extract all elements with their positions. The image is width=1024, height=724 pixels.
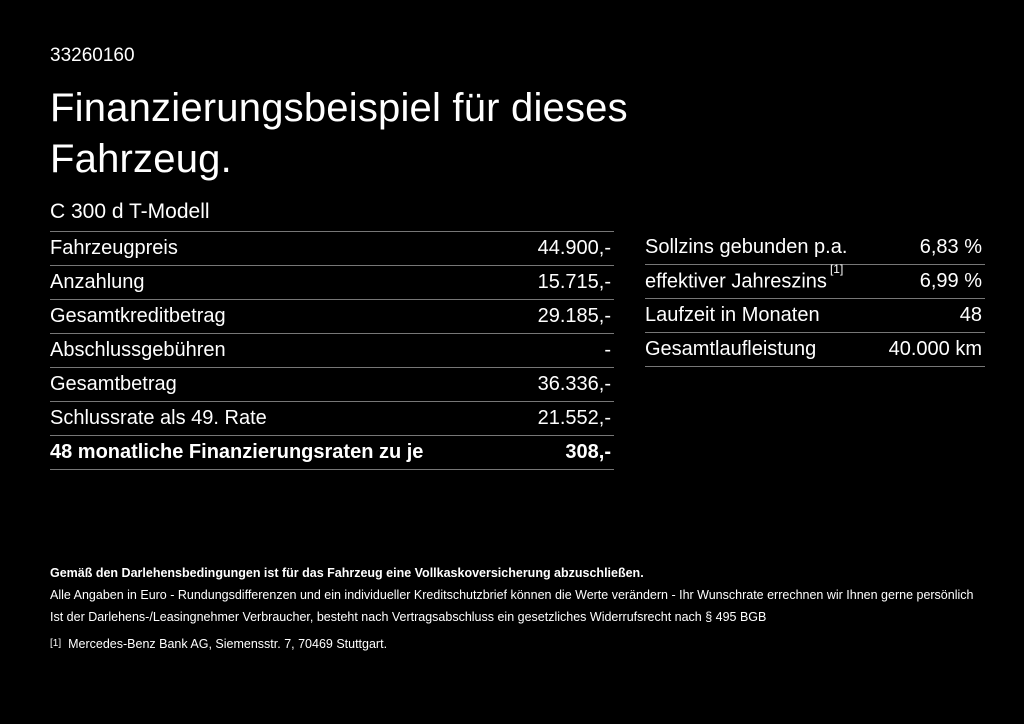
- table-row: effektiver Jahreszins[1] 6,99 %: [645, 262, 985, 299]
- table-row-monthly-rate: 48 monatliche Finanzierungsraten zu je 3…: [50, 436, 614, 470]
- table-row: Gesamtkreditbetrag 29.185,-: [50, 300, 614, 334]
- insurance-note: Gemäß den Darlehensbedingungen ist für d…: [50, 566, 644, 580]
- row-value: 308,-: [565, 441, 611, 463]
- page-title: Finanzierungsbeispiel für dieses Fahrzeu…: [50, 86, 628, 181]
- row-value: 29.185,-: [537, 305, 611, 327]
- row-label: Laufzeit in Monaten: [645, 304, 820, 326]
- row-value: 36.336,-: [537, 373, 611, 395]
- footnote-marker: [1]: [50, 638, 62, 649]
- row-label: Schlussrate als 49. Rate: [50, 407, 267, 429]
- row-value: 6,83 %: [919, 236, 982, 258]
- row-label: effektiver Jahreszins[1]: [645, 262, 844, 293]
- row-label: Abschlussgebühren: [50, 339, 226, 361]
- row-label: Anzahlung: [50, 271, 145, 293]
- table-row: Schlussrate als 49. Rate 21.552,-: [50, 402, 614, 436]
- row-label: Sollzins gebunden p.a.: [645, 236, 848, 258]
- row-value: 6,99 %: [919, 270, 982, 292]
- row-label: Gesamtbetrag: [50, 373, 177, 395]
- row-value: 21.552,-: [537, 407, 611, 429]
- footnote-text: Mercedes-Benz Bank AG, Siemensstr. 7, 70…: [68, 637, 388, 651]
- table-row: Fahrzeugpreis 44.900,-: [50, 232, 614, 266]
- row-value: 48: [959, 304, 982, 326]
- disclaimer-line: Ist der Darlehens-/Leasingnehmer Verbrau…: [50, 610, 767, 624]
- row-label: Fahrzeugpreis: [50, 237, 178, 259]
- row-value: -: [604, 339, 611, 361]
- disclaimer-line: Alle Angaben in Euro - Rundungsdifferenz…: [50, 588, 974, 602]
- row-label: Gesamtkreditbetrag: [50, 305, 226, 327]
- table-row: Laufzeit in Monaten 48: [645, 299, 985, 333]
- financing-tables: Fahrzeugpreis 44.900,- Anzahlung 15.715,…: [50, 231, 1024, 470]
- vehicle-offer-id: 33260160: [50, 45, 135, 66]
- table-row: Sollzins gebunden p.a. 6,83 %: [645, 231, 985, 265]
- footnote: [1] Mercedes-Benz Bank AG, Siemensstr. 7,…: [50, 633, 1024, 657]
- row-value: 15.715,-: [537, 271, 611, 293]
- row-label: 48 monatliche Finanzierungsraten zu je: [50, 441, 424, 463]
- footnote-reference: [1]: [829, 262, 844, 277]
- table-row: Gesamtlaufleistung 40.000 km: [645, 333, 985, 367]
- conditions-table: Sollzins gebunden p.a. 6,83 % effektiver…: [645, 231, 985, 367]
- table-row: Anzahlung 15.715,-: [50, 266, 614, 300]
- row-value: 44.900,-: [537, 237, 611, 259]
- row-label: Gesamtlaufleistung: [645, 338, 817, 360]
- financing-table: Fahrzeugpreis 44.900,- Anzahlung 15.715,…: [50, 231, 614, 470]
- row-value: 40.000 km: [888, 338, 982, 360]
- vehicle-model: C 300 d T-Modell: [50, 200, 210, 223]
- legal-footer: Gemäß den Darlehensbedingungen ist für d…: [50, 562, 1024, 657]
- table-row: Gesamtbetrag 36.336,-: [50, 368, 614, 402]
- table-row: Abschlussgebühren -: [50, 334, 614, 368]
